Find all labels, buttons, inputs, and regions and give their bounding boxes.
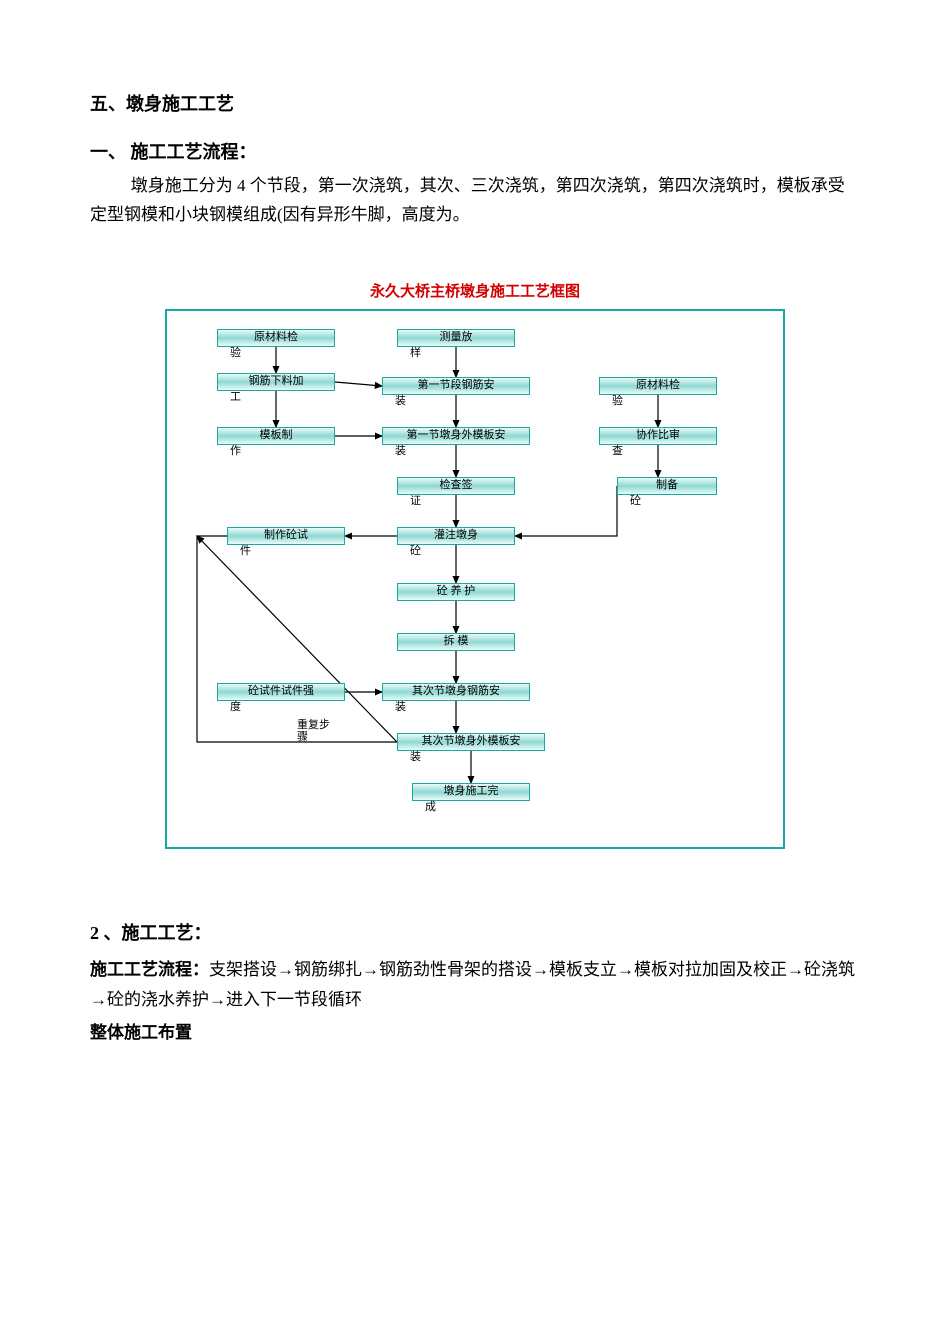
flow-node-n5: 原材料检验	[599, 377, 717, 395]
flow-node-n8: 协作比审查	[599, 427, 717, 445]
heading-main: 五、墩身施工工艺	[90, 90, 860, 116]
flow-node-n2: 测量放样	[397, 329, 515, 347]
flow-node-n4: 第一节段钢筋安装	[382, 377, 530, 395]
flow-node-n1: 原材料检验	[217, 329, 335, 347]
flow-node-n11: 制作砼试件	[227, 527, 345, 545]
flow-repeat-label: 重复步骤	[297, 719, 330, 744]
flow-node-n6: 模板制作	[217, 427, 335, 445]
section2-heading: 2 、施工工艺：	[90, 919, 860, 945]
flow-node-n16: 其次节墩身钢筋安装	[382, 683, 530, 701]
flow-node-n12: 灌注墩身砼	[397, 527, 515, 545]
section2-flow-label: 施工工艺流程：	[90, 960, 209, 979]
flow-node-n17: 其次节墩身外模板安装	[397, 733, 545, 751]
flow-node-n9: 检查签证	[397, 477, 515, 495]
flow-node-n7: 第一节墩身外模板安装	[382, 427, 530, 445]
section2-layout: 整体施工布置	[90, 1018, 860, 1048]
flow-node-n13: 砼 养 护	[397, 583, 515, 601]
section2-flow-line: 施工工艺流程：支架搭设→钢筋绑扎→钢筋劲性骨架的搭设→模板支立→模板对拉加固及校…	[90, 955, 860, 1015]
flowchart-title: 永久大桥主桥墩身施工工艺框图	[90, 280, 860, 301]
flow-node-n18: 墩身施工完成	[412, 783, 530, 801]
flow-node-n15: 砼试件试件强度	[217, 683, 345, 701]
flow-node-n3: 钢筋下料加工	[217, 373, 335, 391]
flow-node-n14: 拆 模	[397, 633, 515, 651]
intro-paragraph: 墩身施工分为 4 个节段，第一次浇筑，其次、三次浇筑，第四次浇筑，第四次浇筑时，…	[90, 172, 860, 230]
heading-sub: 一、 施工工艺流程：	[90, 138, 860, 164]
flowchart-container: 原材料检验 测量放样钢筋下料加工 第一节段钢筋安装 原材料检验模板制作 第一节墩身外模板…	[165, 309, 785, 849]
flow-node-n10: 制备砼	[617, 477, 717, 495]
